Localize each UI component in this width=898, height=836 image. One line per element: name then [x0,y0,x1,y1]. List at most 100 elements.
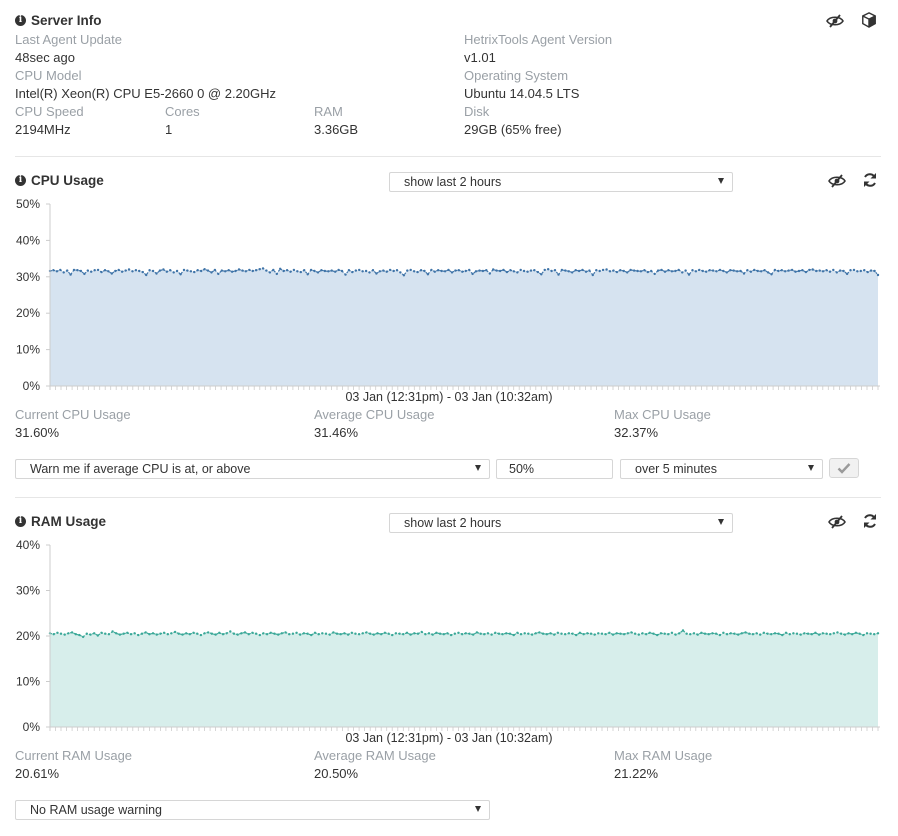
eye-slash-icon[interactable] [826,13,844,29]
ram-chart-point [523,632,526,635]
cpu-chart-point [282,269,285,273]
cpu-range-select[interactable]: show last 2 hours [389,172,733,192]
ram-chart-point [177,632,180,635]
cpu-chart-point [656,269,660,272]
cpu-chart-point [131,270,134,273]
ram-chart-point [144,631,147,634]
ram-chart-point [335,632,339,635]
cpu-chart-point [584,270,588,273]
cpu-chart-point [869,269,873,272]
ram-chart-point [346,633,350,636]
cpu-chart-point [653,272,656,276]
ram-chart-point [637,633,640,636]
cpu-chart-point [495,269,498,272]
cpu-chart-point [395,269,399,272]
cpu-chart-point [292,268,296,272]
cpu-chart-point [543,268,546,272]
eye-slash-icon[interactable] [828,514,846,530]
ram-chart-point [402,633,405,636]
cpu-chart-point [254,269,258,272]
cpu-chart-point [323,269,327,273]
cpu-chart-point [746,269,749,272]
cpu-chart-point [299,270,302,274]
cpu-duration-select[interactable]: over 5 minutes [620,459,823,479]
ram-chart-point [854,631,858,634]
ram-chart-point [306,632,309,635]
cpu-chart-point [114,269,117,273]
refresh-icon[interactable] [861,513,879,529]
cpu-warning-select[interactable]: Warn me if average CPU is at, or above [15,459,490,479]
refresh-icon[interactable] [861,172,879,188]
ram-chart-point [799,633,802,636]
cpu-chart-point [502,268,505,272]
cpu-chart-point [560,268,564,272]
ram-chart-y-tick-label: 40% [16,538,40,552]
cpu-chart-point [217,272,220,276]
ram-chart-point [873,633,876,636]
cpu-current-value: 31.60% [15,425,60,440]
ram-chart-point [166,633,169,636]
ram-chart-point [192,631,195,634]
check-icon [837,463,851,474]
cpu-chart-area [50,268,878,386]
cpu-chart-point [694,270,698,273]
ram-warning-select[interactable]: No RAM usage warning [15,800,490,820]
ram-chart-point [104,632,107,635]
cpu-chart-point [766,271,770,274]
ram-chart-point [564,633,567,636]
cpu-chart-point [691,269,694,272]
cpu-chart-point [186,269,189,272]
ram-chart-point [490,633,493,636]
cpu-chart-point [419,269,423,272]
ram-chart-point [600,632,604,635]
ram-chart-point [89,633,92,636]
save-warning-button[interactable] [829,458,859,478]
ram-chart-point [733,632,736,635]
cpu-threshold-input[interactable]: 50% [496,459,613,479]
ram-chart-y-tick-label: 30% [16,584,40,598]
ram-chart-point [442,633,445,636]
cpu-chart-point [571,271,574,274]
ram-chart-y-tick-label: 0% [23,720,41,734]
eye-slash-icon[interactable] [828,173,846,189]
ram-chart-point [464,632,467,635]
ram-chart-point [766,632,769,635]
cpu-chart-point [735,270,739,273]
cube-icon[interactable] [860,12,878,28]
ram-chart-point [59,632,63,635]
cpu-chart-point [402,274,406,277]
ram-chart-line [49,629,879,638]
cpu-chart-point [172,271,175,274]
cpu-chart-point [605,268,608,271]
cpu-chart-point [533,269,536,272]
cpu-chart-point [251,269,254,273]
ram-label: RAM [314,104,343,119]
cpu-chart-point [248,268,251,272]
cores-label: Cores [165,104,200,119]
cpu-chart-point [773,268,777,272]
cpu-chart-point [175,269,179,273]
ram-chart-point [667,633,670,636]
ram-chart-point [582,633,585,636]
cpu-chart-point [825,269,828,272]
cpu-chart-point [289,270,292,273]
ram-chart-point [497,632,501,635]
cpu-chart-point [708,269,711,272]
cpu-chart-point [722,269,725,273]
cpu-chart-point [866,270,869,274]
ram-chart-point [288,633,291,636]
ram-chart-point [332,631,335,634]
ram-chart-point [107,633,111,636]
cpu-chart-point [715,270,718,273]
ram-range-select[interactable]: show last 2 hours [389,513,733,533]
cpu-chart-point [327,270,330,273]
ram-chart-point [240,632,243,635]
cpu-chart-point [718,268,722,272]
cpu-chart-point [337,268,340,272]
cpu-chart-point [182,268,186,272]
ram-chart-point [317,633,320,636]
agent-version-value: v1.01 [464,50,496,65]
cpu-chart-point [440,269,443,273]
ram-chart-point [685,632,688,635]
ram-chart-point [254,632,258,635]
